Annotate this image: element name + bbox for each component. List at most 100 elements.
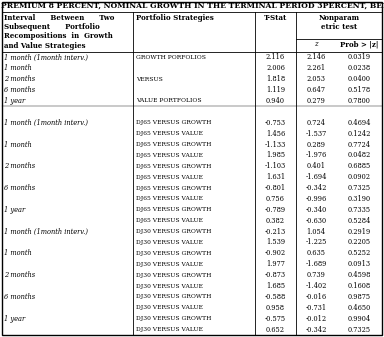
Text: 2 months: 2 months xyxy=(4,75,35,83)
Text: 0.756: 0.756 xyxy=(266,195,285,203)
Text: -1.133: -1.133 xyxy=(265,141,286,149)
Text: 1 month (1month interv.): 1 month (1month interv.) xyxy=(4,227,88,236)
Text: -0.801: -0.801 xyxy=(265,184,286,192)
Text: DJ30 VERSUS VALUE: DJ30 VERSUS VALUE xyxy=(136,305,203,310)
Text: -0.588: -0.588 xyxy=(265,293,286,301)
Text: -1.694: -1.694 xyxy=(305,173,327,181)
Text: 1 year: 1 year xyxy=(4,97,25,105)
Text: 0.5178: 0.5178 xyxy=(348,86,371,94)
Text: 1 year: 1 year xyxy=(4,315,25,323)
Text: 0.7335: 0.7335 xyxy=(348,206,371,214)
Text: 1.539: 1.539 xyxy=(266,239,285,246)
Text: 0.5284: 0.5284 xyxy=(347,217,371,225)
Text: DJ30 VERSUS GROWTH: DJ30 VERSUS GROWTH xyxy=(136,316,211,321)
Text: 0.7800: 0.7800 xyxy=(348,97,371,105)
Text: Nonparam
etric test: Nonparam etric test xyxy=(318,14,359,31)
Text: 2.006: 2.006 xyxy=(266,64,285,72)
Text: Portfolio Strategies: Portfolio Strategies xyxy=(136,14,214,22)
Text: 0.0913: 0.0913 xyxy=(348,260,371,268)
Text: DJ65 VERSUS VALUE: DJ65 VERSUS VALUE xyxy=(136,131,203,136)
Text: -1.689: -1.689 xyxy=(305,260,327,268)
Text: DJ65 VERSUS GROWTH: DJ65 VERSUS GROWTH xyxy=(136,142,211,147)
Text: 0.7325: 0.7325 xyxy=(348,184,371,192)
Text: VERSUS: VERSUS xyxy=(136,77,163,82)
Text: DJ65 VERSUS VALUE: DJ65 VERSUS VALUE xyxy=(136,196,203,202)
Text: -0.016: -0.016 xyxy=(305,293,326,301)
Text: -0.342: -0.342 xyxy=(305,326,327,334)
Text: z: z xyxy=(314,40,318,48)
Text: T-Stat: T-Stat xyxy=(264,14,287,22)
Text: 1 month: 1 month xyxy=(4,64,32,72)
Text: 1.977: 1.977 xyxy=(266,260,285,268)
Text: VALUE PORTFOLIOS: VALUE PORTFOLIOS xyxy=(136,98,202,103)
Text: DJ30 VERSUS GROWTH: DJ30 VERSUS GROWTH xyxy=(136,273,211,278)
Text: DJ65 VERSUS GROWTH: DJ65 VERSUS GROWTH xyxy=(136,186,211,190)
Text: DJ65 VERSUS GROWTH: DJ65 VERSUS GROWTH xyxy=(136,207,211,212)
Text: DJ30 VERSUS VALUE: DJ30 VERSUS VALUE xyxy=(136,327,203,332)
Text: 0.4598: 0.4598 xyxy=(347,271,371,279)
Text: -0.340: -0.340 xyxy=(305,206,327,214)
Text: -0.012: -0.012 xyxy=(305,315,326,323)
Text: 2.053: 2.053 xyxy=(306,75,326,83)
Text: 2 months: 2 months xyxy=(4,271,35,279)
Text: -1.225: -1.225 xyxy=(305,239,327,246)
Text: -1.537: -1.537 xyxy=(305,130,327,137)
Text: 0.6885: 0.6885 xyxy=(348,162,371,170)
Text: 1.119: 1.119 xyxy=(266,86,285,94)
Text: 0.739: 0.739 xyxy=(306,271,325,279)
Text: 1 year: 1 year xyxy=(4,206,25,214)
Text: -0.902: -0.902 xyxy=(265,249,286,257)
Text: 2.116: 2.116 xyxy=(266,54,285,61)
Text: -0.575: -0.575 xyxy=(265,315,286,323)
Text: 1.456: 1.456 xyxy=(266,130,285,137)
Text: 0.9875: 0.9875 xyxy=(348,293,371,301)
Text: 0.0482: 0.0482 xyxy=(348,151,371,159)
Text: 1 month: 1 month xyxy=(4,249,32,257)
Text: DJ30 VERSUS GROWTH: DJ30 VERSUS GROWTH xyxy=(136,229,211,234)
Text: 0.958: 0.958 xyxy=(266,304,285,312)
Text: 0.0238: 0.0238 xyxy=(348,64,371,72)
Text: 1.818: 1.818 xyxy=(266,75,285,83)
Text: 0.652: 0.652 xyxy=(266,326,285,334)
Text: 1 month (1month interv.): 1 month (1month interv.) xyxy=(4,54,88,61)
Text: 1.985: 1.985 xyxy=(266,151,285,159)
Text: DJ30 VERSUS GROWTH: DJ30 VERSUS GROWTH xyxy=(136,251,211,256)
Text: -0.789: -0.789 xyxy=(265,206,286,214)
Text: 2.146: 2.146 xyxy=(306,54,326,61)
Text: 0.724: 0.724 xyxy=(306,119,326,127)
Text: 0.382: 0.382 xyxy=(266,217,285,225)
Text: RISK PREMIUM 8 PERCENT, NOMINAL GROWTH IN THE TERMINAL PERIOD 3PERCENT, BETA= 1: RISK PREMIUM 8 PERCENT, NOMINAL GROWTH I… xyxy=(0,2,384,10)
Text: 0.635: 0.635 xyxy=(306,249,326,257)
Text: 0.401: 0.401 xyxy=(306,162,326,170)
Text: 0.7724: 0.7724 xyxy=(348,141,371,149)
Text: 1.054: 1.054 xyxy=(306,227,326,236)
Text: Interval      Between      Two
Subsequent      Portfolio
Recompositions  in  Gro: Interval Between Two Subsequent Portfoli… xyxy=(4,14,114,50)
Text: Prob > |z|: Prob > |z| xyxy=(340,40,378,48)
Text: 0.1608: 0.1608 xyxy=(348,282,371,290)
Text: 0.3190: 0.3190 xyxy=(348,195,371,203)
Text: 0.4650: 0.4650 xyxy=(348,304,371,312)
Text: 0.0902: 0.0902 xyxy=(348,173,371,181)
Text: DJ65 VERSUS VALUE: DJ65 VERSUS VALUE xyxy=(136,175,203,180)
Text: 0.4694: 0.4694 xyxy=(347,119,371,127)
Text: 0.7325: 0.7325 xyxy=(348,326,371,334)
Text: -1.103: -1.103 xyxy=(265,162,286,170)
Text: 0.940: 0.940 xyxy=(266,97,285,105)
Text: -0.213: -0.213 xyxy=(265,227,286,236)
Text: 6 months: 6 months xyxy=(4,184,35,192)
Text: -0.753: -0.753 xyxy=(265,119,286,127)
Text: DJ65 VERSUS GROWTH: DJ65 VERSUS GROWTH xyxy=(136,120,211,125)
Text: 0.647: 0.647 xyxy=(306,86,326,94)
Text: DJ30 VERSUS GROWTH: DJ30 VERSUS GROWTH xyxy=(136,295,211,299)
Text: 0.5252: 0.5252 xyxy=(348,249,371,257)
Text: -0.342: -0.342 xyxy=(305,184,327,192)
Text: DJ65 VERSUS VALUE: DJ65 VERSUS VALUE xyxy=(136,153,203,158)
Text: 2 months: 2 months xyxy=(4,162,35,170)
Text: 0.279: 0.279 xyxy=(306,97,325,105)
Text: 6 months: 6 months xyxy=(4,86,35,94)
Text: -1.402: -1.402 xyxy=(305,282,327,290)
Text: -0.873: -0.873 xyxy=(265,271,286,279)
Text: 0.1242: 0.1242 xyxy=(347,130,371,137)
Text: 2.261: 2.261 xyxy=(306,64,326,72)
Text: 0.2919: 0.2919 xyxy=(348,227,371,236)
